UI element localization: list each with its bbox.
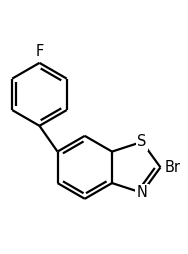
Text: F: F (35, 44, 44, 59)
Text: S: S (137, 134, 147, 149)
Text: N: N (136, 185, 147, 200)
Text: Br: Br (165, 160, 181, 175)
